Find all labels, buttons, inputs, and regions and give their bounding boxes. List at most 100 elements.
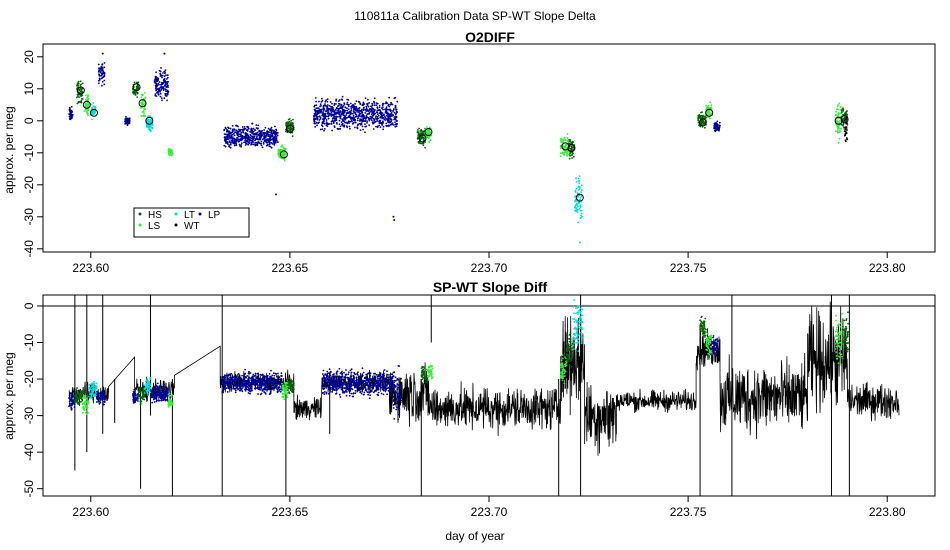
o2diff-point-lp xyxy=(322,111,324,114)
o2diff-point-lp xyxy=(271,133,274,135)
o2diff-point-lp xyxy=(245,135,248,138)
slope-diff-point-hs xyxy=(293,388,295,391)
slope-diff-point-lt xyxy=(90,386,93,388)
o2diff-mean-marker xyxy=(82,100,91,109)
o2diff-point-lp xyxy=(378,119,381,122)
slope-diff-point-lp xyxy=(161,387,164,390)
slope-diff-point-lp xyxy=(368,385,371,388)
slope-diff-point-lp xyxy=(377,386,380,389)
o2diff-point-lp xyxy=(165,86,168,89)
o2diff-point-lp xyxy=(101,80,104,83)
o2diff-point-lp xyxy=(155,95,158,97)
o2diff-point-lp xyxy=(251,140,254,142)
slope-diff-trace xyxy=(43,295,935,496)
o2diff-point-ls xyxy=(562,139,565,142)
slope-diff-point-lp xyxy=(396,406,398,409)
slope-diff-point-hs xyxy=(81,391,84,394)
o2diff-point-hs xyxy=(846,110,848,113)
slope-diff-point-lp xyxy=(379,381,382,384)
o2diff-point-hs xyxy=(81,82,84,85)
o2diff-point-lt xyxy=(578,202,581,204)
slope-diff-point-lp xyxy=(393,371,396,374)
o2diff-point-lp xyxy=(337,110,340,112)
o2diff-mean-marker xyxy=(840,115,849,124)
slope-diff-point-lp xyxy=(260,381,262,384)
slope-diff-point-lt xyxy=(146,392,149,395)
o2diff-point-lp xyxy=(325,104,327,107)
slope-diff-point-lp xyxy=(99,393,102,396)
o2diff-point-lp xyxy=(98,74,101,77)
slope-diff-point-ls xyxy=(282,384,285,387)
o2diff-point-lp xyxy=(250,127,253,130)
o2diff-point-lt xyxy=(580,216,582,219)
o2diff-point-ls xyxy=(838,121,841,124)
slope-diff-point-lp xyxy=(350,375,353,378)
o2diff-point-lp xyxy=(253,129,256,131)
o2diff-point-lt xyxy=(148,124,151,127)
o2diff-mean-marker xyxy=(89,108,98,117)
slope-diff-point-lp xyxy=(70,393,72,395)
o2diff-point-ls xyxy=(566,140,569,142)
o2diff-point-lp xyxy=(263,133,266,136)
o2diff-point-lp xyxy=(252,143,255,146)
slope-diff-point-lp xyxy=(264,382,266,384)
slope-diff-point-lp xyxy=(381,379,384,381)
o2diff-point-lp xyxy=(342,125,344,127)
o2diff-point-hs xyxy=(290,119,292,122)
slope-diff-point-lt xyxy=(144,380,147,383)
o2diff-point-lt xyxy=(147,128,150,131)
o2diff-point-lp xyxy=(159,95,162,98)
o2diff-point-lp xyxy=(335,98,338,101)
o2diff-point-lp xyxy=(255,132,257,135)
slope-diff-point-lp xyxy=(268,380,270,383)
o2diff-point-lp xyxy=(315,100,317,103)
o2diff-point-lp xyxy=(316,117,319,120)
slope-diff-point-hs xyxy=(142,389,144,391)
o2diff-point-lp xyxy=(335,103,337,105)
o2diff-point-lp xyxy=(103,83,106,86)
o2diff-point-lp xyxy=(164,94,167,97)
o2diff-point-hs xyxy=(571,157,573,159)
slope-diff-point-lp xyxy=(256,377,259,380)
slope-diff-point-lp xyxy=(277,382,279,385)
slope-diff-point-lp xyxy=(394,400,397,403)
o2diff-point-lp xyxy=(378,104,381,107)
slope-diff-point-lp xyxy=(224,376,227,379)
o2diff-point-lp xyxy=(352,114,355,117)
slope-diff-point-lp xyxy=(221,376,224,379)
slope-diff-point-lp xyxy=(369,384,372,387)
slope-diff-point-lp xyxy=(349,383,352,386)
o2diff-ylabel: approx. per meg xyxy=(2,106,16,193)
o2diff-point-hs xyxy=(291,135,294,138)
slope-diff-point-lp xyxy=(354,373,357,376)
slope-diff-point-lp xyxy=(326,374,329,376)
slope-diff-point-lp xyxy=(101,390,104,393)
o2diff-point-hs xyxy=(699,115,702,117)
o2diff-point-hs xyxy=(419,138,422,140)
o2diff-point-lp xyxy=(343,110,346,112)
slope-diff-point-lp xyxy=(333,375,336,378)
slope-diff-point-lp xyxy=(233,388,236,390)
slope-diff-point-lp xyxy=(222,384,225,386)
o2diff-point-lp xyxy=(275,129,278,132)
slope-diff-point-lp xyxy=(335,371,338,374)
o2diff-point-ls xyxy=(708,113,711,115)
slope-diff-point-lp xyxy=(355,379,357,382)
slope-diff-point-lp xyxy=(277,387,279,390)
o2diff-point-wt xyxy=(844,140,847,143)
o2diff-point-lp xyxy=(101,84,103,87)
slope-diff-point-ls xyxy=(84,397,87,399)
slope-diff-point-lp xyxy=(398,398,400,401)
slope-diff-point-lt xyxy=(149,387,152,389)
o2diff-mean-marker xyxy=(279,150,288,159)
slope-diff-point-hs xyxy=(139,390,142,393)
slope-diff-point-lp xyxy=(337,382,340,385)
o2diff-point-lp xyxy=(713,125,716,128)
o2diff-point-lp xyxy=(330,115,333,117)
o2diff-point-ls xyxy=(284,148,286,151)
o2diff-point-lp xyxy=(325,99,327,102)
o2diff-point-lp xyxy=(126,121,129,123)
o2diff-point-lp xyxy=(362,107,365,110)
slope-diff-point-lp xyxy=(159,399,161,402)
o2diff-point-hs xyxy=(570,154,573,156)
